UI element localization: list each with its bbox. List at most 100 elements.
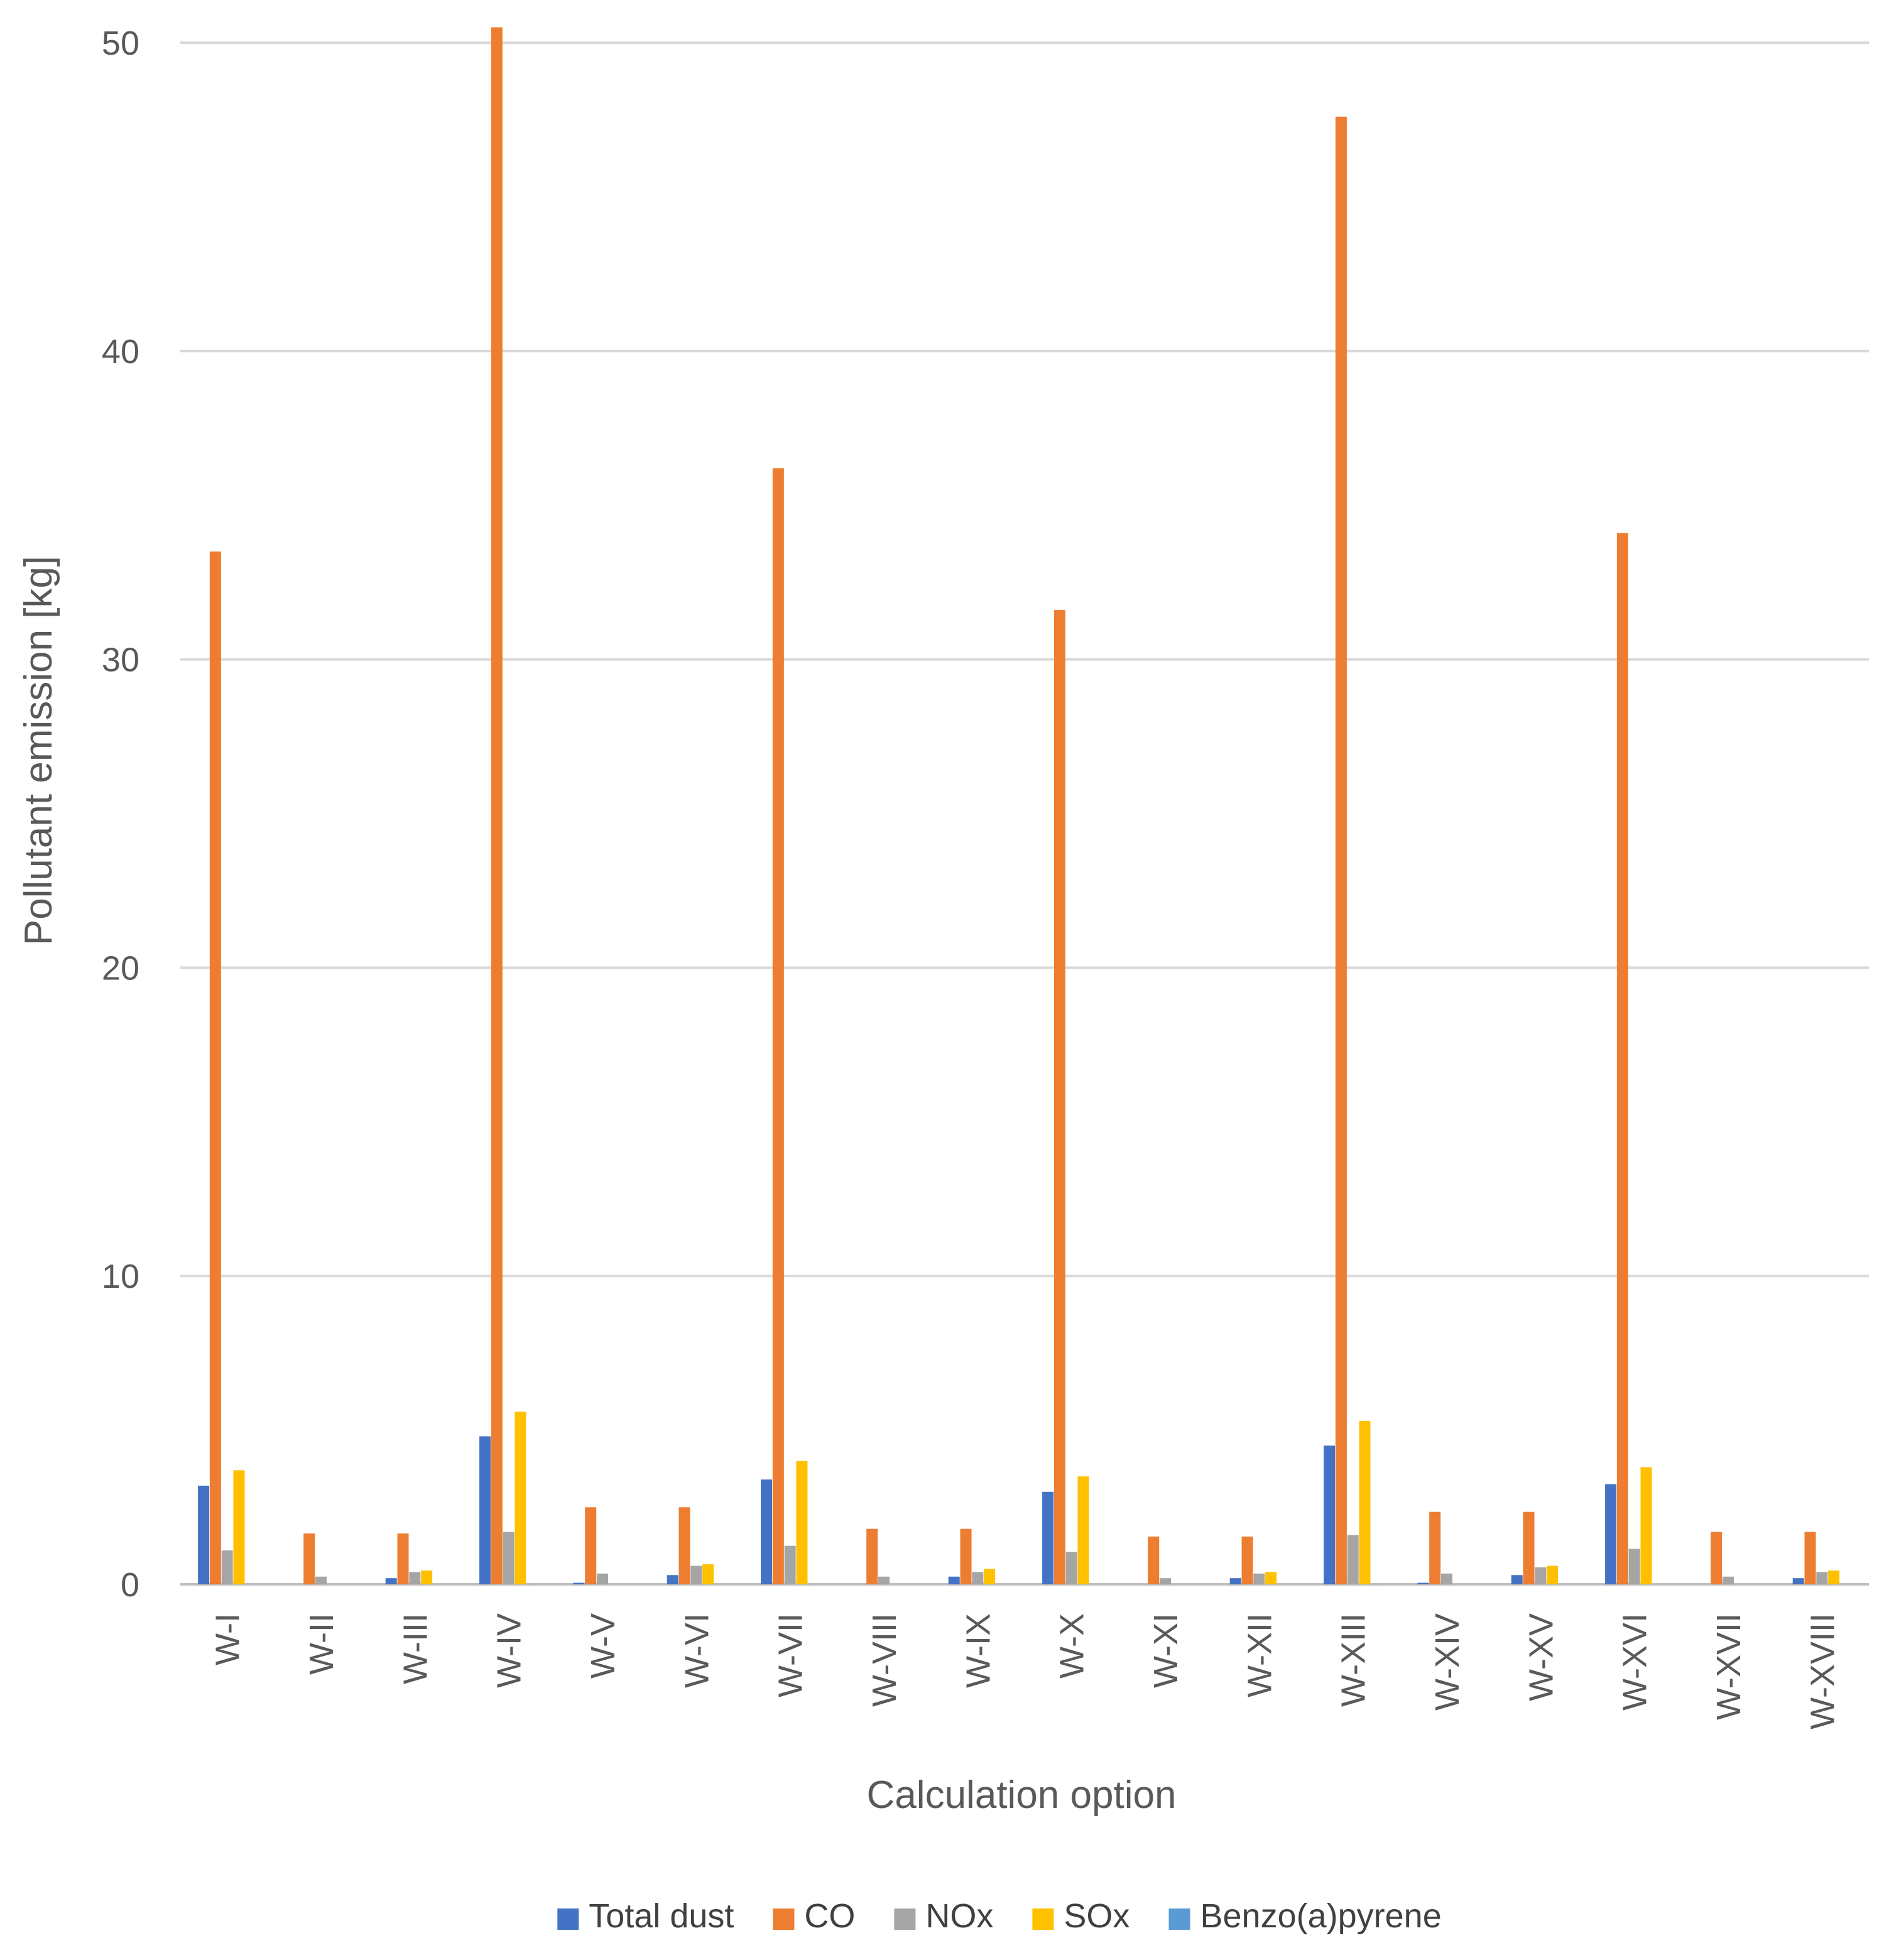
legend-item: Total dust	[557, 1897, 734, 1935]
bar-co-w-v	[585, 1507, 597, 1584]
y-tick-label: 50	[102, 24, 139, 62]
x-tick-label: W-XV	[1522, 1613, 1560, 1701]
y-tick-label: 40	[102, 333, 139, 371]
bar-total-dust-w-i	[198, 1485, 210, 1584]
bar-total-dust-w-iii	[385, 1578, 397, 1584]
bar-sox-w-xv	[1547, 1565, 1559, 1584]
x-tick-labels: W-I W-II W-III W-IV W-V W-VI W-VII W-VIII W-IX W-…	[209, 1613, 1842, 1729]
x-tick-label: W-XVIII	[1804, 1613, 1841, 1729]
bar-total-dust-w-v	[573, 1582, 585, 1584]
bar-co-w-xviii	[1804, 1532, 1816, 1584]
bar-nox-w-xvii	[1723, 1576, 1734, 1584]
legend-swatch	[773, 1908, 795, 1930]
bar-co-w-iv	[491, 27, 503, 1585]
bar-total-dust-w-xviii	[1792, 1578, 1804, 1584]
legend-label: CO	[804, 1897, 855, 1935]
bar-co-w-xv	[1523, 1511, 1535, 1584]
x-tick-label: W-XI	[1147, 1613, 1185, 1688]
bar-nox-w-xv	[1535, 1567, 1547, 1584]
y-tick-labels: 0 10 20 30 40 50	[102, 24, 139, 1604]
bar-co-w-ix	[960, 1528, 972, 1584]
bar-nox-w-ii	[315, 1576, 327, 1584]
bar-sox-w-ix	[984, 1569, 996, 1584]
bar-nox-w-xi	[1160, 1578, 1171, 1584]
bar-total-dust-w-vii	[761, 1479, 773, 1584]
bar-total-dust-w-xv	[1511, 1575, 1523, 1584]
bar-total-dust-w-xvi	[1605, 1484, 1617, 1584]
bar-total-dust-w-ix	[948, 1576, 960, 1584]
bar-nox-w-ix	[972, 1572, 984, 1584]
y-tick-label: 20	[102, 949, 139, 987]
bar-sox-w-xviii	[1828, 1570, 1840, 1584]
bar-total-dust-w-xiii	[1324, 1446, 1336, 1584]
bar-co-w-vii	[772, 468, 784, 1584]
legend-swatch	[894, 1908, 916, 1930]
bar-co-w-vi	[678, 1507, 690, 1584]
x-tick-label: W-II	[303, 1613, 340, 1675]
legend-item: Benzo(a)pyrene	[1168, 1897, 1442, 1935]
legend-label: SOx	[1064, 1897, 1130, 1935]
bar-sox-w-iii	[421, 1570, 433, 1584]
x-axis-title: Calculation option	[867, 1773, 1177, 1817]
legend-item: SOx	[1032, 1897, 1130, 1935]
bar-sox-w-iv	[514, 1412, 526, 1584]
bar-total-dust-w-vi	[667, 1575, 678, 1584]
bar-nox-w-xii	[1253, 1573, 1265, 1584]
x-tick-label: W-VI	[678, 1613, 716, 1688]
bars	[198, 27, 1840, 1585]
bar-co-w-xvi	[1616, 533, 1628, 1584]
bar-co-w-xiii	[1335, 116, 1347, 1584]
bar-co-w-iii	[397, 1533, 409, 1584]
x-tick-label: W-XVI	[1616, 1613, 1654, 1711]
y-tick-label: 0	[121, 1566, 139, 1604]
legend-swatch	[557, 1908, 579, 1930]
y-tick-label: 30	[102, 641, 139, 679]
bar-nox-w-xviii	[1816, 1572, 1828, 1584]
bar-nox-w-i	[221, 1550, 233, 1584]
bar-co-w-ii	[303, 1533, 315, 1584]
bar-sox-w-xvi	[1640, 1467, 1652, 1584]
bar-co-w-xiv	[1429, 1511, 1441, 1584]
bar-co-w-xvii	[1711, 1532, 1723, 1584]
bar-sox-w-x	[1077, 1476, 1089, 1584]
legend-item: CO	[773, 1897, 855, 1935]
bar-sox-w-xiii	[1359, 1420, 1371, 1584]
bar-total-dust-w-xii	[1229, 1578, 1241, 1584]
bar-nox-w-viii	[878, 1576, 890, 1584]
x-tick-label: W-IV	[491, 1613, 528, 1688]
x-tick-label: W-VII	[772, 1613, 810, 1697]
bar-sox-w-vi	[702, 1564, 714, 1584]
bar-total-dust-w-x	[1042, 1491, 1054, 1584]
legend-swatch	[1168, 1908, 1190, 1930]
legend: Total dust CO NOx SOx Benzo(a)pyrene	[557, 1897, 1442, 1935]
x-tick-label: W-III	[396, 1613, 434, 1684]
x-tick-label: W-I	[209, 1613, 247, 1665]
bar-nox-w-iv	[503, 1532, 514, 1584]
bar-nox-w-xiii	[1347, 1535, 1359, 1584]
legend-item: NOx	[894, 1897, 993, 1935]
x-tick-label: W-IX	[959, 1613, 997, 1688]
bar-nox-w-vii	[784, 1545, 796, 1584]
bar-co-w-xii	[1241, 1536, 1253, 1584]
bar-total-dust-w-xiv	[1417, 1582, 1429, 1584]
y-axis-title: Pollutant emission [kg]	[17, 556, 60, 945]
bar-co-w-i	[209, 551, 221, 1584]
bar-nox-w-vi	[690, 1565, 702, 1584]
gridlines	[180, 41, 1869, 1586]
legend-label: Benzo(a)pyrene	[1200, 1897, 1442, 1935]
bar-nox-w-xiv	[1441, 1573, 1452, 1584]
bar-total-dust-w-iv	[479, 1436, 491, 1584]
x-tick-label: W-XVII	[1710, 1613, 1748, 1720]
x-tick-label: W-VIII	[866, 1613, 903, 1707]
bar-co-w-x	[1053, 610, 1065, 1584]
bar-nox-w-xvi	[1628, 1549, 1640, 1584]
bar-sox-w-i	[233, 1470, 245, 1584]
bar-nox-w-v	[597, 1573, 608, 1584]
legend-swatch	[1032, 1908, 1054, 1930]
x-tick-label: W-XIII	[1335, 1613, 1373, 1707]
legend-label: NOx	[925, 1897, 993, 1935]
bar-co-w-xi	[1148, 1536, 1160, 1584]
bar-sox-w-vii	[796, 1461, 808, 1584]
x-tick-label: W-X	[1053, 1613, 1091, 1679]
